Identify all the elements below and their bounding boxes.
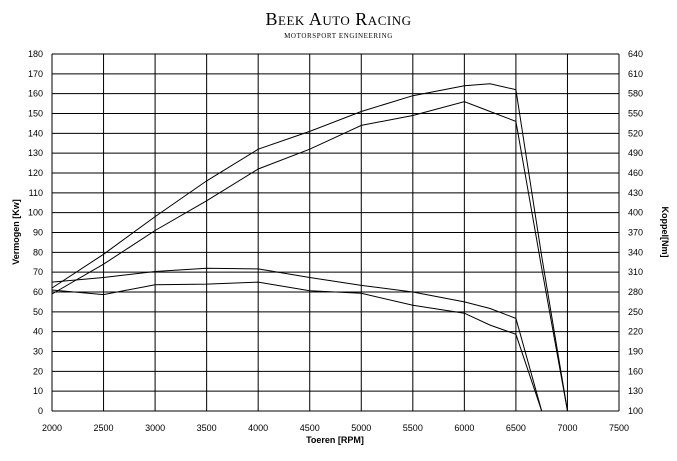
y-right-tick-label: 430 [628, 188, 643, 198]
y-left-tick-label: 40 [33, 327, 43, 337]
y-left-tick-label: 80 [33, 247, 43, 257]
chart-grid [51, 53, 620, 412]
x-tick-label: 4000 [248, 423, 268, 433]
y-right-tick-label: 550 [628, 109, 643, 119]
y-left-tick-label: 100 [28, 208, 43, 218]
y-right-tick-label: 310 [628, 267, 643, 277]
left-axis-ticks: 0 10 20 30 40 50 60 70 80 90 100 110 120 130 140 150 160… [28, 49, 43, 416]
y-left-tick-label: 10 [33, 386, 43, 396]
y-left-tick-label: 50 [33, 307, 43, 317]
y-right-tick-label: 190 [628, 347, 643, 357]
y-right-tick-label: 370 [628, 228, 643, 238]
y-left-tick-label: 20 [33, 366, 43, 376]
y-right-tick-label: 160 [628, 366, 643, 376]
y-left-tick-label: 180 [28, 49, 43, 59]
x-tick-label: 5500 [403, 423, 423, 433]
y-left-tick-label: 110 [29, 188, 43, 198]
y-right-tick-label: 400 [628, 208, 643, 218]
series-line-2 [51, 101, 619, 412]
series-lines [51, 83, 619, 412]
y-right-tick-label: 490 [628, 148, 643, 158]
y-left-tick-label: 170 [28, 69, 43, 79]
x-tick-label: 2500 [94, 423, 114, 433]
x-tick-label: 3000 [145, 423, 165, 433]
y-left-tick-label: 160 [28, 89, 43, 99]
series-line-4 [51, 281, 543, 412]
y-right-tick-label: 520 [628, 128, 643, 138]
x-tick-label: 3500 [197, 423, 217, 433]
x-tick-label: 6500 [506, 423, 526, 433]
brand-logo: Beek Auto Racing MOTORSPORT ENGINEERING [0, 8, 677, 40]
y-axis-right-label: Koppel[Nm] [660, 207, 670, 258]
x-tick-label: 7500 [609, 423, 629, 433]
logo-title: Beek Auto Racing [265, 9, 412, 29]
y-right-tick-label: 580 [628, 89, 643, 99]
y-left-tick-label: 90 [33, 228, 43, 238]
x-tick-label: 4500 [300, 423, 320, 433]
x-tick-label: 7000 [557, 423, 577, 433]
y-right-tick-label: 640 [628, 49, 643, 59]
series-line-1 [51, 83, 619, 412]
x-tick-label: 2000 [42, 423, 62, 433]
y-left-tick-label: 30 [33, 347, 43, 357]
x-axis-label: Toeren [RPM] [306, 435, 364, 445]
x-tick-label: 6000 [454, 423, 474, 433]
y-right-tick-label: 250 [628, 307, 643, 317]
y-right-tick-label: 340 [628, 247, 643, 257]
y-right-tick-label: 610 [628, 69, 643, 79]
y-right-tick-label: 130 [628, 386, 643, 396]
y-right-tick-label: 280 [628, 287, 643, 297]
y-left-tick-label: 0 [38, 406, 43, 416]
y-left-tick-label: 60 [33, 287, 43, 297]
y-right-tick-label: 220 [628, 327, 643, 337]
x-axis-ticks: 2000 2500 3000 3500 4000 4500 5000 5500 6000 6500… [42, 423, 629, 433]
y-left-tick-label: 140 [28, 128, 43, 138]
y-axis-left-label: Vermogen [Kw] [11, 199, 21, 265]
logo-subtitle: MOTORSPORT ENGINEERING [284, 32, 393, 40]
series-line-3 [51, 267, 543, 412]
y-left-tick-label: 70 [33, 267, 43, 277]
y-right-tick-label: 460 [628, 168, 643, 178]
y-left-tick-label: 150 [28, 109, 43, 119]
y-left-tick-label: 120 [28, 168, 43, 178]
y-left-tick-label: 130 [28, 148, 43, 158]
right-axis-ticks: 100 130 160 190 220 250 280 310 340 370 400 430 460 4… [628, 49, 643, 416]
x-tick-label: 5000 [351, 423, 371, 433]
y-right-tick-label: 100 [628, 406, 643, 416]
